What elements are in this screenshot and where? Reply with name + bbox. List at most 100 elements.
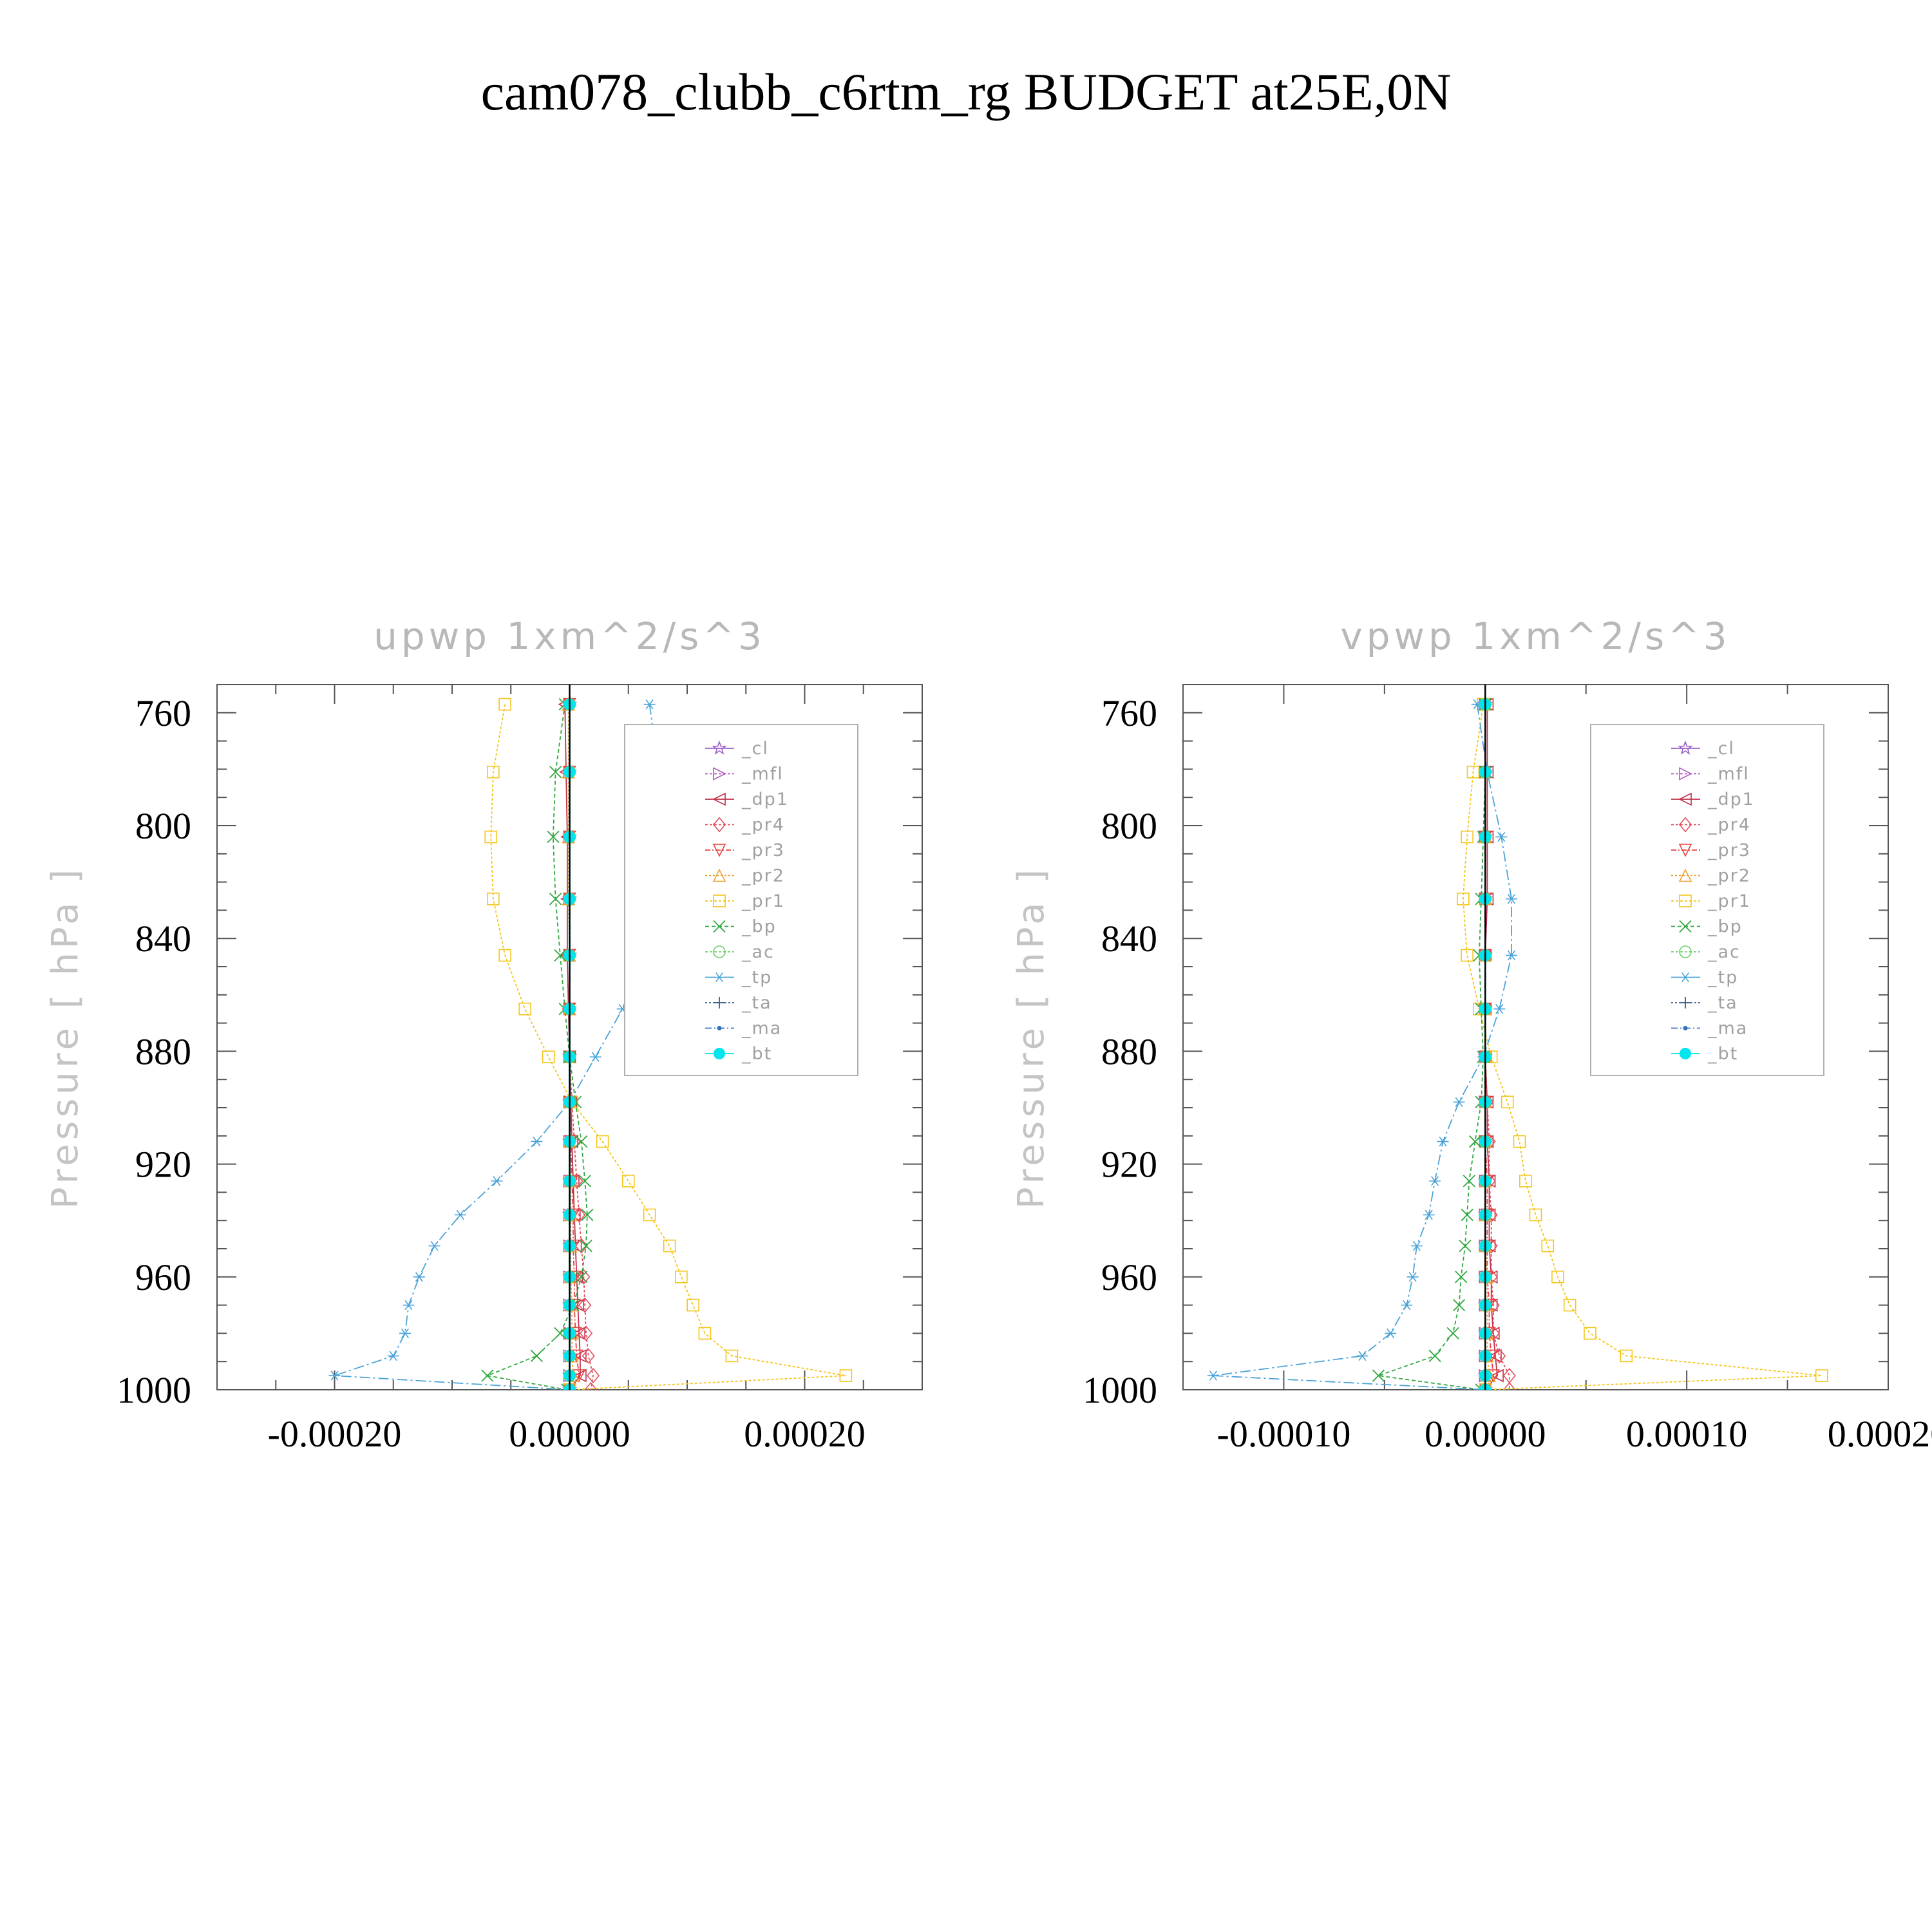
legend-box <box>624 724 858 1076</box>
x-tick-label: 0.00020 <box>744 1413 866 1455</box>
series-line-dp1 <box>1484 704 1499 1390</box>
point-bp <box>581 1208 594 1222</box>
point-bp <box>1428 1349 1441 1363</box>
point-bp <box>549 766 562 779</box>
point-tp <box>531 1136 543 1147</box>
legend-marker-tp <box>1680 972 1691 983</box>
point-pr1 <box>484 830 498 844</box>
legend-item-ac: _ac <box>705 942 773 962</box>
point-pr1 <box>698 1327 712 1340</box>
legend-item-pr1: _pr1 <box>1671 891 1750 911</box>
legend-label: _pr3 <box>741 840 785 860</box>
point-tp <box>402 1300 415 1311</box>
legend-marker-bt <box>1680 1048 1691 1059</box>
legend-item-pr3: _pr3 <box>705 840 785 860</box>
point-tp <box>387 1350 399 1361</box>
point-tp <box>1406 1272 1419 1282</box>
y-tick-label: 1000 <box>1083 1369 1157 1411</box>
y-tick-label: 960 <box>1101 1256 1157 1298</box>
legend-item-dp1: _dp1 <box>1671 790 1755 810</box>
point-tp <box>1410 1240 1423 1251</box>
series-line-tp <box>1213 704 1512 1390</box>
point-bp <box>549 893 562 905</box>
legend-item-bp: _bp <box>1671 917 1741 937</box>
legend-marker-cl <box>712 740 727 755</box>
point-pr1 <box>725 1349 739 1363</box>
point-bp <box>1469 1135 1482 1148</box>
point-pr1 <box>839 1369 853 1382</box>
y-tick-label: 760 <box>1101 692 1157 734</box>
legend-marker-ma <box>1683 1026 1688 1030</box>
legend-marker-dp1 <box>1678 792 1692 806</box>
point-pr1 <box>687 1298 699 1312</box>
point-pr1 <box>518 1002 531 1016</box>
point-pr1 <box>1529 1208 1542 1222</box>
point-tp <box>1356 1350 1368 1361</box>
x-tick-label: 0.00000 <box>509 1413 630 1455</box>
y-ticks: 760 800 840 880 920 960 1000 <box>117 684 922 1411</box>
chart-panel-1: upwp 1xm^2/s^3 Pressure [ hPa ] 760 800 840 8… <box>44 614 923 1455</box>
x-tick-label: 0.00000 <box>1425 1413 1546 1455</box>
legend: _cl _mfl _dp1 _pr4 _pr3 _pr2 _pr1 _bp _ac _tp _ta _… <box>1590 724 1824 1076</box>
y-tick-label: 800 <box>135 805 191 847</box>
y-tick-label: 880 <box>1101 1030 1157 1072</box>
y-axis-label: Pressure [ hPa ] <box>44 866 86 1209</box>
legend-marker-tp <box>714 972 725 983</box>
legend-item-tp: _tp <box>1671 968 1738 988</box>
legend-marker-ac <box>713 945 726 958</box>
legend-marker-ta <box>1680 997 1691 1009</box>
point-tp <box>1493 1004 1506 1014</box>
point-pr1 <box>596 1135 609 1148</box>
legend-label: _dp1 <box>741 790 789 810</box>
legend-item-mfl: _mfl <box>1671 764 1748 784</box>
legend-item-pr3: _pr3 <box>1671 840 1751 860</box>
legend-item-ta: _ta <box>705 993 771 1013</box>
point-pr1 <box>1501 1095 1514 1109</box>
legend-item-cl: _cl <box>1671 739 1734 759</box>
series-line-pr4 <box>569 704 594 1390</box>
x-ticks: -0.00010 0.00000 0.00010 0.00020 <box>1182 685 1932 1455</box>
point-dp1 <box>573 1349 587 1363</box>
point-dp1 <box>571 1298 585 1312</box>
y-tick-label: 800 <box>1101 805 1157 847</box>
legend-item-ma: _ma <box>1671 1019 1748 1039</box>
legend-label: _tp <box>1707 968 1738 988</box>
point-pr1 <box>1457 893 1470 905</box>
point-tp <box>491 1176 503 1186</box>
legend-marker-pr2 <box>712 868 726 882</box>
point-pr1 <box>1620 1349 1633 1363</box>
point-pr4 <box>586 1368 600 1384</box>
series-line-pr4 <box>1484 704 1510 1390</box>
point-bp <box>530 1349 544 1363</box>
legend-label: _pr2 <box>1707 866 1751 886</box>
point-tp <box>1437 1136 1449 1147</box>
point-pr4 <box>580 1325 593 1341</box>
point-pr4 <box>584 1381 598 1390</box>
legend-label: _pr3 <box>1707 840 1751 860</box>
series-line-bp <box>1378 704 1486 1390</box>
point-pr1 <box>1461 949 1473 962</box>
legend-marker-bp <box>713 920 726 933</box>
legend-label: _pr1 <box>741 891 785 911</box>
legend-label: _cl <box>741 739 769 759</box>
legend-label: _ma <box>1707 1019 1748 1039</box>
point-bp <box>1452 1298 1466 1312</box>
legend-marker-bp <box>1679 920 1692 933</box>
legend: _cl _mfl _dp1 _pr4 _pr3 _pr2 _pr1 _bp _ac _tp _ta _… <box>624 724 858 1076</box>
chart-panel-2: vpwp 1xm^2/s^3 Pressure [ hPa ] 760 800 840 8… <box>1010 614 1932 1455</box>
legend-marker-ma <box>717 1026 722 1030</box>
legend-label: _mfl <box>741 764 784 784</box>
point-pr1 <box>487 765 500 779</box>
point-tp <box>643 699 656 710</box>
point-pr1 <box>1461 830 1473 844</box>
legend-marker-cl <box>1678 740 1693 755</box>
legend-label: _dp1 <box>1707 790 1755 810</box>
legend-item-mfl: _mfl <box>705 764 784 784</box>
series-pr1 <box>1457 697 1828 1390</box>
x-ticks: -0.00020 0.00000 0.00020 <box>216 685 923 1455</box>
point-pr1 <box>498 697 511 711</box>
legend-item-pr2: _pr2 <box>1671 866 1751 886</box>
y-tick-label: 920 <box>135 1144 191 1186</box>
legend-label: _pr4 <box>741 815 785 835</box>
legend-item-ma: _ma <box>705 1019 781 1039</box>
